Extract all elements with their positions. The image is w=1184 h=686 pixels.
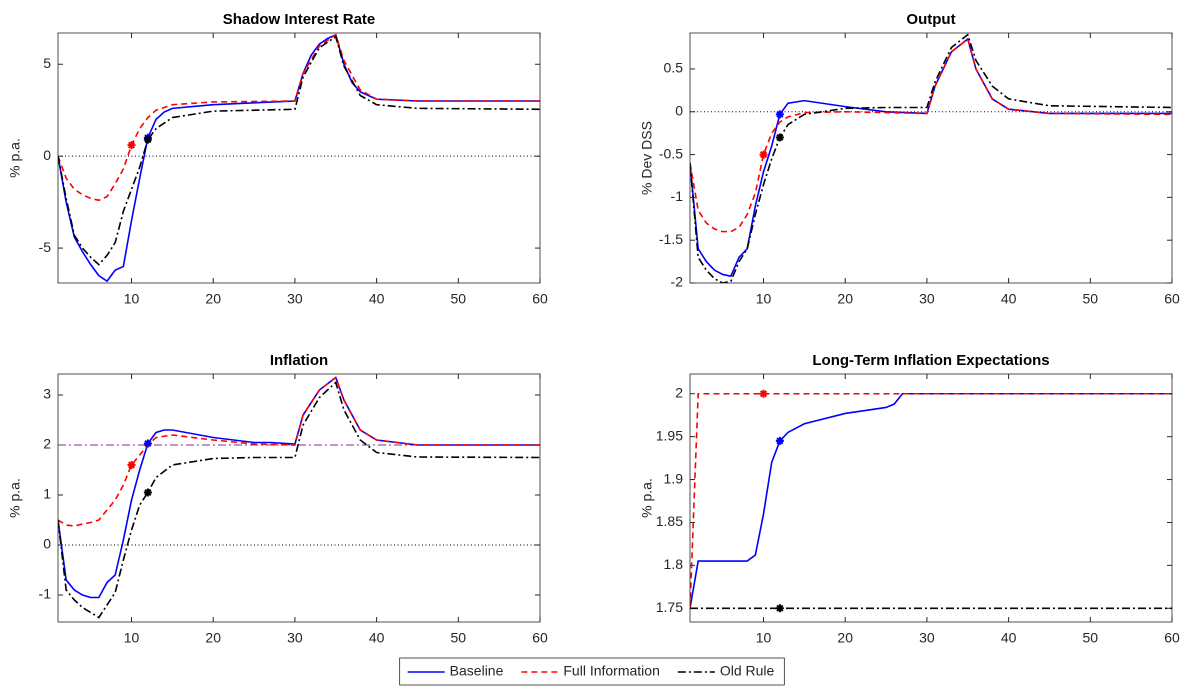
star-marker	[143, 135, 152, 144]
x-tick-label: 30	[287, 630, 303, 646]
y-tick-label: 1.95	[656, 427, 683, 443]
x-tick-label: 60	[532, 291, 548, 307]
y-tick-label: 3	[43, 386, 51, 402]
star-marker	[775, 604, 784, 613]
plot-area	[690, 374, 1172, 622]
series-line	[690, 392, 1172, 609]
axes-box	[689, 373, 1173, 623]
y-axis-label: % p.a.	[7, 478, 23, 518]
series-line	[58, 35, 540, 266]
subplot: 10 20 30 40 50 60 -2 -1.5 -1 -0.5 0 0.5 Output % Dev …	[639, 11, 1180, 307]
x-tick-label: 20	[837, 291, 853, 307]
chart-title: Shadow Interest Rate	[223, 11, 376, 28]
series-line	[690, 33, 1172, 283]
x-tick-label: 10	[756, 291, 772, 307]
y-tick-label: 0.5	[664, 60, 684, 76]
y-axis-label: % p.a.	[7, 138, 23, 178]
x-tick-label: 40	[369, 291, 385, 307]
axes-box	[57, 373, 541, 623]
x-tick-label: 50	[1083, 630, 1099, 646]
y-tick-label: -1	[671, 188, 684, 204]
x-tick-label: 20	[205, 291, 221, 307]
y-axis-label: % Dev DSS	[639, 121, 655, 195]
y-tick-label: 2	[43, 436, 51, 452]
y-tick-label: 1	[43, 486, 51, 502]
y-tick-label: 1.8	[664, 556, 684, 572]
plot-area	[58, 33, 540, 283]
star-marker	[127, 141, 136, 150]
chart-title: Long-Term Inflation Expectations	[812, 352, 1049, 369]
star-marker	[143, 488, 152, 497]
x-tick-label: 50	[1083, 291, 1099, 307]
y-tick-label: -1	[39, 586, 52, 602]
legend-box	[399, 657, 785, 686]
legend: Baseline Full Information Old Rule	[399, 657, 785, 686]
legend-label: Full Information	[563, 663, 659, 679]
y-tick-label: 1.9	[664, 470, 684, 486]
y-tick-label: -0.5	[659, 145, 683, 161]
x-tick-label: 20	[837, 630, 853, 646]
legend-label: Old Rule	[720, 663, 775, 679]
series-line	[58, 33, 540, 202]
series-line	[58, 376, 540, 527]
plot-area	[58, 374, 540, 622]
axes-box	[689, 32, 1173, 284]
y-tick-label: 1.75	[656, 599, 683, 615]
x-tick-label: 60	[1164, 291, 1180, 307]
series-line	[690, 37, 1172, 233]
star-marker	[127, 461, 136, 469]
plot-area	[690, 33, 1172, 283]
x-tick-label: 10	[124, 291, 140, 307]
y-tick-label: -5	[39, 239, 52, 255]
x-tick-label: 10	[124, 630, 140, 646]
chart-title: Inflation	[270, 352, 328, 369]
y-tick-label: 1.85	[656, 513, 683, 529]
chart-title: Output	[906, 11, 955, 28]
y-tick-label: 0	[675, 102, 683, 118]
x-tick-label: 40	[1001, 291, 1017, 307]
y-tick-label: 0	[43, 536, 51, 552]
star-marker	[775, 436, 784, 445]
axes-box	[57, 32, 541, 284]
x-tick-label: 40	[369, 630, 385, 646]
y-tick-label: -1.5	[659, 231, 683, 247]
x-tick-label: 40	[1001, 630, 1017, 646]
subplot: 10 20 30 40 50 60 -5 0 5 Shadow Interest Rate % p.…	[7, 11, 548, 307]
y-tick-label: 2	[675, 384, 683, 400]
x-tick-label: 50	[451, 291, 467, 307]
y-tick-label: 0	[43, 147, 51, 163]
star-marker	[143, 439, 152, 448]
star-marker	[775, 110, 784, 119]
x-tick-label: 60	[532, 630, 548, 646]
x-tick-label: 60	[1164, 630, 1180, 646]
star-marker	[759, 150, 768, 159]
y-axis-label: % p.a.	[639, 478, 655, 518]
y-tick-label: 5	[43, 55, 51, 71]
subplot: 10 20 30 40 50 60 1.75 1.8 1.85 1.9 1.95 2 Long-Term…	[639, 352, 1180, 646]
subplot: 10 20 30 40 50 60 -1 0 1 2 3 Inflation % p.a.	[7, 352, 548, 646]
x-tick-label: 20	[205, 630, 221, 646]
x-tick-label: 10	[756, 630, 772, 646]
x-tick-label: 30	[919, 630, 935, 646]
star-marker	[775, 133, 784, 142]
x-tick-label: 50	[451, 630, 467, 646]
legend-label: Baseline	[450, 663, 504, 679]
star-marker	[759, 389, 768, 398]
y-tick-label: -2	[671, 274, 684, 290]
series-line	[690, 392, 1172, 609]
x-tick-label: 30	[919, 291, 935, 307]
x-tick-label: 30	[287, 291, 303, 307]
